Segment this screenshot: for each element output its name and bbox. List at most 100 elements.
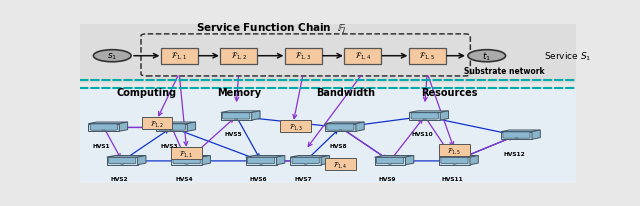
Text: $\mathcal{F}_{1,3}$: $\mathcal{F}_{1,3}$ xyxy=(289,121,303,131)
Polygon shape xyxy=(470,156,478,165)
Polygon shape xyxy=(156,122,196,124)
Polygon shape xyxy=(374,156,414,157)
Polygon shape xyxy=(290,157,321,165)
FancyBboxPatch shape xyxy=(161,48,198,64)
Text: $\mathcal{F}_{1,2}$: $\mathcal{F}_{1,2}$ xyxy=(150,118,164,128)
Text: $\mathcal{F}_{1,4}$: $\mathcal{F}_{1,4}$ xyxy=(333,159,348,169)
Text: HVS12: HVS12 xyxy=(503,151,525,156)
Polygon shape xyxy=(532,130,540,139)
Circle shape xyxy=(468,50,506,62)
Circle shape xyxy=(304,164,307,165)
Text: $\mathcal{F}_{1,4}$: $\mathcal{F}_{1,4}$ xyxy=(355,51,371,62)
Text: HVS10: HVS10 xyxy=(412,132,433,137)
Circle shape xyxy=(453,164,456,165)
FancyBboxPatch shape xyxy=(141,117,172,129)
Polygon shape xyxy=(202,156,211,165)
FancyBboxPatch shape xyxy=(80,89,576,183)
FancyBboxPatch shape xyxy=(376,158,404,164)
Text: HVS11: HVS11 xyxy=(441,176,463,181)
Circle shape xyxy=(93,50,131,62)
FancyBboxPatch shape xyxy=(411,113,438,119)
Polygon shape xyxy=(439,156,478,157)
FancyBboxPatch shape xyxy=(344,48,381,64)
Text: $\mathcal{F}_{1,5}$: $\mathcal{F}_{1,5}$ xyxy=(447,145,461,155)
Polygon shape xyxy=(107,157,138,165)
Polygon shape xyxy=(501,130,540,132)
Polygon shape xyxy=(107,156,146,157)
Polygon shape xyxy=(501,132,532,139)
FancyBboxPatch shape xyxy=(223,113,250,119)
Polygon shape xyxy=(88,122,127,124)
Text: HVS3: HVS3 xyxy=(161,143,178,148)
FancyBboxPatch shape xyxy=(439,144,470,156)
Text: HVS7: HVS7 xyxy=(294,176,312,181)
FancyBboxPatch shape xyxy=(173,158,200,164)
Polygon shape xyxy=(171,156,211,157)
Text: Bandwidth: Bandwidth xyxy=(316,88,375,98)
Text: $\mathcal{F}_{1,2}$: $\mathcal{F}_{1,2}$ xyxy=(230,51,247,62)
Text: $\mathcal{F}_{1,1}$: $\mathcal{F}_{1,1}$ xyxy=(179,148,194,158)
Circle shape xyxy=(170,130,173,131)
Polygon shape xyxy=(246,157,276,165)
FancyBboxPatch shape xyxy=(80,23,576,83)
Polygon shape xyxy=(119,122,127,132)
Text: HVS5: HVS5 xyxy=(225,132,243,137)
Text: Memory: Memory xyxy=(217,88,260,98)
Text: HVS8: HVS8 xyxy=(329,143,347,148)
Circle shape xyxy=(388,164,392,165)
FancyBboxPatch shape xyxy=(109,158,136,164)
Polygon shape xyxy=(325,124,356,132)
Polygon shape xyxy=(374,157,406,165)
FancyBboxPatch shape xyxy=(441,158,468,164)
FancyBboxPatch shape xyxy=(220,48,257,64)
Polygon shape xyxy=(171,157,202,165)
Polygon shape xyxy=(276,156,285,165)
FancyBboxPatch shape xyxy=(292,158,319,164)
Text: Service Function Chain  $\mathbb{F}_j$: Service Function Chain $\mathbb{F}_j$ xyxy=(196,21,346,36)
FancyBboxPatch shape xyxy=(327,124,354,131)
Text: Resources: Resources xyxy=(421,88,478,98)
Polygon shape xyxy=(406,156,414,165)
Circle shape xyxy=(185,164,188,165)
Circle shape xyxy=(235,119,238,120)
Polygon shape xyxy=(138,156,146,165)
Polygon shape xyxy=(440,111,449,121)
Polygon shape xyxy=(221,113,252,121)
Text: HVS6: HVS6 xyxy=(250,176,268,181)
Polygon shape xyxy=(252,111,260,121)
FancyBboxPatch shape xyxy=(90,124,117,131)
Text: $\mathcal{F}_{1,1}$: $\mathcal{F}_{1,1}$ xyxy=(171,51,188,62)
FancyBboxPatch shape xyxy=(325,158,356,170)
Text: $t_1$: $t_1$ xyxy=(482,50,492,63)
Polygon shape xyxy=(221,111,260,113)
Polygon shape xyxy=(188,122,196,132)
Text: HVS2: HVS2 xyxy=(111,176,129,181)
Polygon shape xyxy=(409,113,440,121)
Text: Substrate network: Substrate network xyxy=(464,66,545,75)
Circle shape xyxy=(339,130,342,131)
Polygon shape xyxy=(409,111,449,113)
FancyBboxPatch shape xyxy=(248,158,275,164)
Text: Computing: Computing xyxy=(117,88,177,98)
FancyBboxPatch shape xyxy=(280,120,311,132)
Circle shape xyxy=(515,138,518,139)
FancyBboxPatch shape xyxy=(503,132,530,138)
Polygon shape xyxy=(156,124,188,132)
Polygon shape xyxy=(439,157,470,165)
Text: Service $S_1$: Service $S_1$ xyxy=(544,50,591,63)
Circle shape xyxy=(259,164,262,165)
Text: $\mathcal{F}_{1,3}$: $\mathcal{F}_{1,3}$ xyxy=(295,51,311,62)
Circle shape xyxy=(102,130,106,131)
FancyBboxPatch shape xyxy=(409,48,445,64)
Polygon shape xyxy=(325,122,364,124)
Circle shape xyxy=(423,119,426,120)
FancyBboxPatch shape xyxy=(172,147,202,159)
FancyBboxPatch shape xyxy=(158,124,186,131)
Polygon shape xyxy=(321,156,330,165)
Polygon shape xyxy=(356,122,364,132)
Polygon shape xyxy=(290,156,330,157)
Text: HVS9: HVS9 xyxy=(379,176,396,181)
Circle shape xyxy=(120,164,124,165)
Text: HVS1: HVS1 xyxy=(93,143,110,148)
FancyBboxPatch shape xyxy=(285,48,321,64)
